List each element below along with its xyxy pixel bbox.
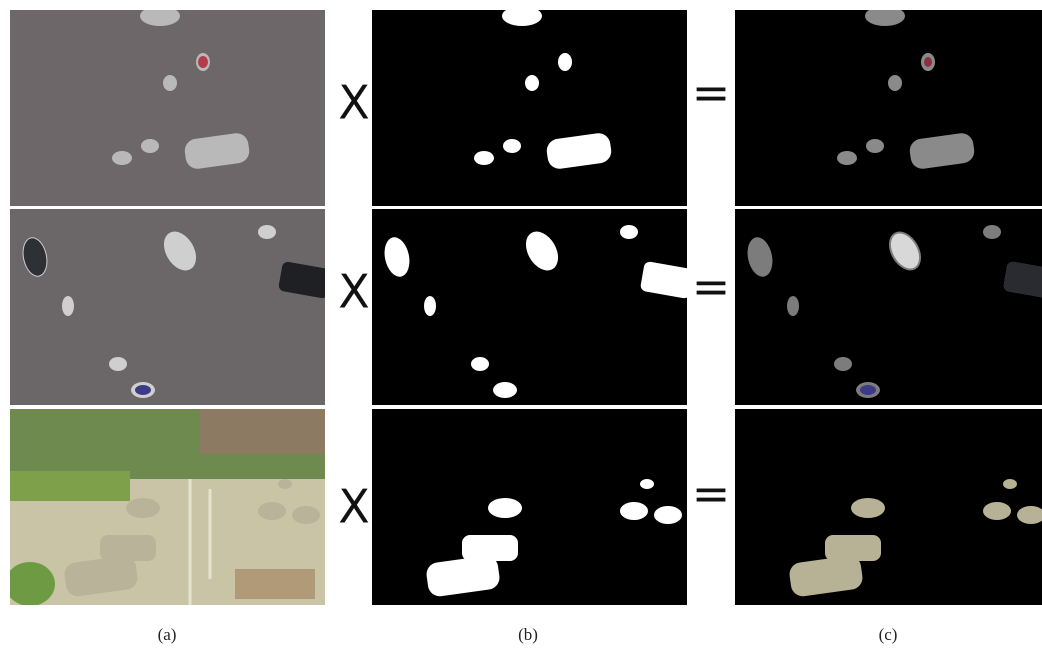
input-image: [10, 6, 325, 206]
equals-sign: =: [692, 66, 731, 120]
figure: X = X = X = (a) (b) (c): [0, 0, 1042, 649]
result-image: [735, 6, 1042, 206]
result-image: [735, 409, 1042, 605]
mask-image: [372, 209, 694, 405]
caption: (c): [879, 625, 898, 644]
result-image: [735, 209, 1042, 405]
equals-sign: =: [692, 467, 731, 521]
mask-image: [372, 6, 687, 206]
row: [10, 6, 1042, 206]
page: X = X = X = (a) (b) (c) (() => { const d…: [0, 0, 1042, 649]
row: [5, 409, 1042, 606]
multiply-sign: X: [338, 480, 370, 534]
input-image: [5, 409, 325, 606]
multiply-sign: X: [338, 265, 370, 319]
mask-image: [372, 409, 687, 605]
row: [10, 209, 1042, 405]
multiply-sign: X: [338, 76, 370, 130]
equals-sign: =: [692, 260, 731, 314]
caption: (a): [158, 625, 177, 644]
caption: (b): [518, 625, 538, 644]
input-image: [10, 209, 332, 405]
